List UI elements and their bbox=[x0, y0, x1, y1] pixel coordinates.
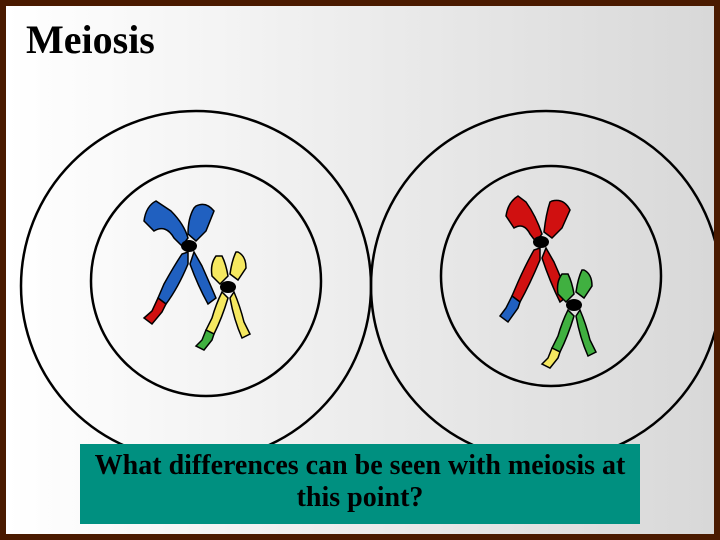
question-text: What differences can be seen with meiosi… bbox=[90, 450, 630, 514]
question-box: What differences can be seen with meiosi… bbox=[80, 444, 640, 524]
red-chromosome bbox=[500, 196, 570, 322]
yellow-chromosome bbox=[196, 252, 250, 350]
green-chromosome bbox=[542, 270, 596, 368]
slide-frame: Meiosis bbox=[0, 0, 720, 540]
left-outer-membrane bbox=[21, 111, 371, 461]
right-outer-membrane bbox=[371, 111, 714, 461]
blue-chromosome bbox=[144, 201, 216, 324]
